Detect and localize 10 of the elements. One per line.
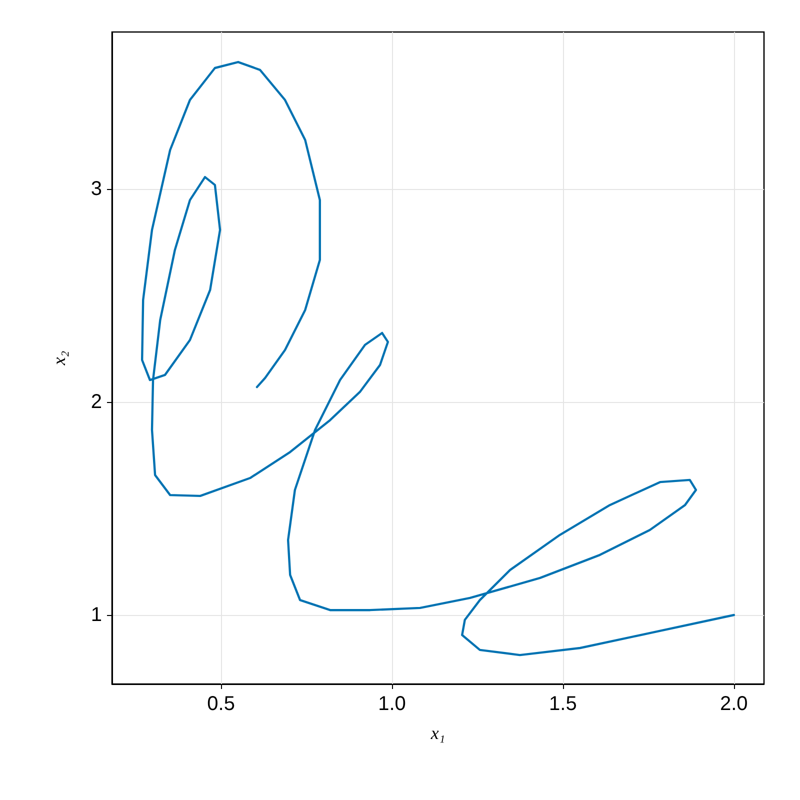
x-tick-label: 1.5 bbox=[549, 693, 577, 715]
x-tick-label: 1.0 bbox=[378, 693, 406, 715]
y-tick-label: 2 bbox=[90, 390, 102, 413]
y-axis-title: x₂ bbox=[49, 350, 69, 366]
x-tick-label: 0.5 bbox=[207, 693, 235, 715]
x-axis-title: x₁ bbox=[430, 723, 446, 743]
y-tick-label: 1 bbox=[90, 604, 102, 626]
line-series bbox=[140, 60, 736, 656]
x-tick-label: 2.0 bbox=[720, 693, 748, 715]
y-tick-label: 3 bbox=[90, 178, 102, 200]
